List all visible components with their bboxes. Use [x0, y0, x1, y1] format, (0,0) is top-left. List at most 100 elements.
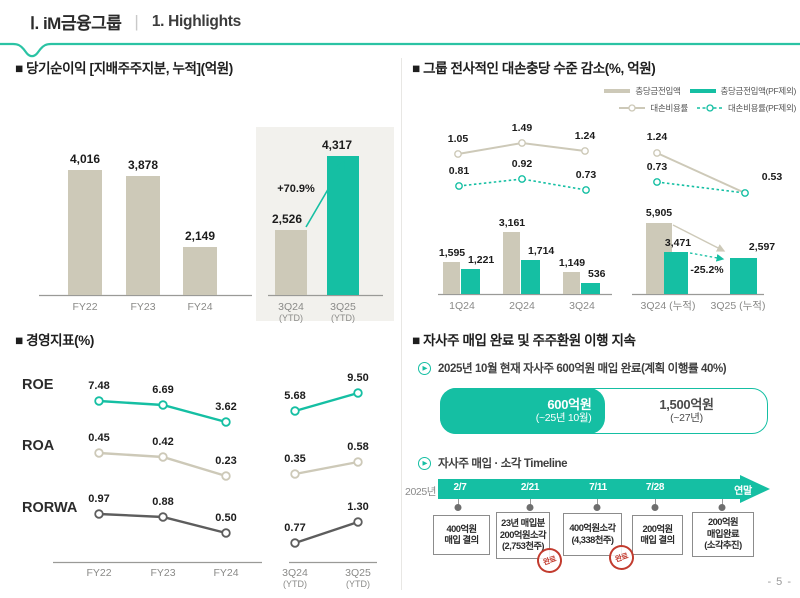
chart-value-label: 2,526: [272, 212, 302, 226]
point-marker: [454, 150, 462, 158]
chart-value-label: 0.88: [152, 496, 173, 508]
chart-value-label: 0.73: [647, 161, 668, 173]
column-divider: [401, 58, 402, 590]
category-label: FY24: [187, 301, 212, 313]
chart-value-label: 1.24: [647, 131, 668, 143]
bar: [126, 176, 160, 295]
chart-value-label: 0.58: [347, 441, 368, 453]
buyback-progress-bar: 600억원 (~25년 10월) 1,500억원 (~27년): [439, 387, 768, 434]
buyback-bullet-2-text: 자사주 매입 · 소각 Timeline: [438, 458, 568, 470]
timeline-box-line: (4,338천주): [571, 534, 614, 545]
chart-value-label: 3,878: [128, 158, 158, 172]
chart-value-label: 0.23: [215, 455, 236, 467]
timeline-dot: [454, 504, 462, 511]
net-income-chart: 4,016FY223,878FY232,149FY242,5263Q24(YTD…: [39, 127, 394, 323]
category-label: 3Q24: [282, 567, 308, 579]
timeline-box-line: 200억원: [707, 517, 739, 528]
decline-arrow: [689, 252, 725, 262]
timeline-box-line: (2,753천주): [501, 541, 545, 552]
chart-value-label: 1,221: [468, 254, 494, 266]
point-marker: [353, 517, 363, 527]
timeline-dot: [526, 504, 534, 511]
indicators-chart: ROE 7.48 6.69 3.62 5.68 9.50 ROA 0.45 0.42 0.23 0.…: [22, 372, 377, 589]
buyback-bullet-1-text: 2025년 10월 현재 자사주 600억원 매입 완료(계획 이행률 40%): [438, 363, 727, 375]
progress-done-label: 600억원: [547, 396, 592, 412]
chart-value-label: 2,597: [749, 241, 775, 253]
timeline-box-line: 23년 매입분: [501, 518, 545, 529]
chart-value-label: 9.50: [347, 372, 368, 384]
chart-value-label: 1,149: [559, 257, 585, 269]
bar: [443, 262, 460, 294]
legend-label: 충당금전입액(PF제외): [720, 86, 797, 96]
timeline-stem: [530, 499, 531, 505]
category-label: (YTD): [283, 579, 307, 589]
chart-value-label: 7.48: [88, 380, 109, 392]
bar: [521, 260, 540, 294]
legend-label: 충당금전입액: [635, 86, 681, 96]
chart-value-label: 0.81: [449, 165, 470, 177]
point-marker: [290, 538, 300, 548]
chart-value-label: 1.05: [448, 133, 469, 145]
growth-annotation: +70.9%: [277, 183, 315, 195]
chart-value-label: 2,149: [185, 229, 215, 243]
legend-item-creditcost-expf: 대손비용률(PF제외): [697, 102, 796, 114]
chart-value-label: 3.62: [215, 401, 236, 413]
timeline-box-line: 200억원: [642, 523, 673, 534]
chart-value-label: 0.53: [762, 171, 783, 183]
header: Ⅰ. iM금융그룹 | 1. Highlights: [30, 9, 241, 34]
point-marker: [581, 147, 589, 155]
timeline-dot: [593, 504, 601, 511]
point-marker: [653, 149, 661, 157]
line-series: [294, 520, 359, 545]
chart-value-label: 1,714: [528, 245, 554, 257]
category-label: (YTD): [279, 313, 303, 323]
timeline-date: 7/28: [645, 482, 665, 493]
series-name-label: RORWA: [22, 500, 78, 516]
provisions-legend: 충당금전입액 충당금전입액(PF제외) 대손비용률 대손비용률(PF제외): [600, 85, 796, 119]
timeline-box-line: (소각추진): [704, 540, 742, 551]
category-label: 1Q24: [449, 300, 475, 312]
section-title-buyback: ■ 자사주 매입 완료 및 주주환원 이행 지속: [412, 333, 636, 348]
header-accent-line: [0, 42, 800, 58]
timeline-date: 7/11: [589, 482, 607, 493]
bar: [664, 252, 688, 294]
point-marker: [221, 417, 231, 427]
chart-value-label: 1.49: [512, 122, 533, 134]
timeline-arrow: [438, 475, 770, 503]
point-marker: [94, 509, 104, 519]
decline-arrow: [672, 224, 726, 252]
chart-value-label: 0.97: [88, 493, 109, 505]
bar: [461, 269, 480, 294]
progress-remaining: 1,500억원 (~27년): [606, 389, 767, 432]
bar: [183, 247, 217, 295]
category-label: 3Q25: [330, 301, 356, 313]
play-icon: ▶: [418, 456, 431, 470]
category-label: FY23: [150, 567, 175, 579]
timeline-box-line: 매입완료: [706, 528, 740, 539]
bar: [563, 272, 580, 294]
beige-line-swatch: [619, 104, 646, 112]
category-label: FY23: [130, 301, 155, 313]
beige-bar-swatch: [604, 89, 631, 93]
chart-value-label: 6.69: [152, 384, 173, 396]
bar: [730, 258, 757, 294]
timeline-stem: [458, 499, 459, 505]
section-title-provisions: ■ 그룹 전사적인 대손충당 수준 감소(%, 억원): [412, 61, 656, 76]
chart-value-label: 0.50: [215, 512, 236, 524]
category-label: 3Q25: [345, 567, 371, 579]
buyback-bullet-2: ▶ 자사주 매입 · 소각 Timeline: [418, 455, 568, 471]
category-label: (YTD): [331, 313, 355, 323]
title-divider: |: [134, 11, 139, 31]
page-title: Ⅰ. iM금융그룹: [30, 14, 122, 33]
chart-value-label: 3,471: [665, 237, 691, 249]
timeline-date: 연말: [734, 486, 752, 497]
line-series: [458, 178, 587, 191]
progress-done-sub: (~25년 10월): [535, 411, 592, 424]
chart-value-label: 0.92: [512, 158, 533, 170]
page-subtitle: 1. Highlights: [151, 12, 241, 30]
line-series: [294, 460, 359, 476]
chart-value-label: 0.35: [284, 453, 305, 465]
chart-value-label: 536: [588, 268, 606, 280]
chart-value-label: 5,905: [646, 207, 672, 219]
